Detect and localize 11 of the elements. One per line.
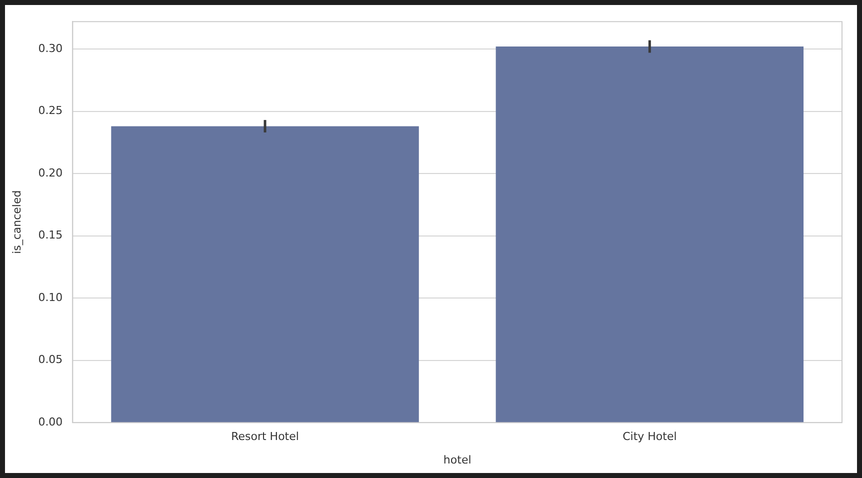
y-tick-label: 0.20	[38, 166, 63, 180]
x-tick-label: City Hotel	[622, 430, 677, 444]
y-tick-label: 0.30	[38, 42, 63, 55]
x-axis-title: hotel	[443, 453, 472, 466]
x-tick-label: Resort Hotel	[231, 430, 299, 444]
y-axis-title: is_canceled	[10, 190, 24, 254]
y-tick-label: 0.25	[38, 104, 63, 118]
y-tick-label: 0.00	[38, 415, 63, 428]
y-tick-label: 0.05	[38, 353, 63, 366]
y-tick-label: 0.10	[38, 290, 63, 304]
y-tick-label: 0.15	[38, 228, 63, 242]
